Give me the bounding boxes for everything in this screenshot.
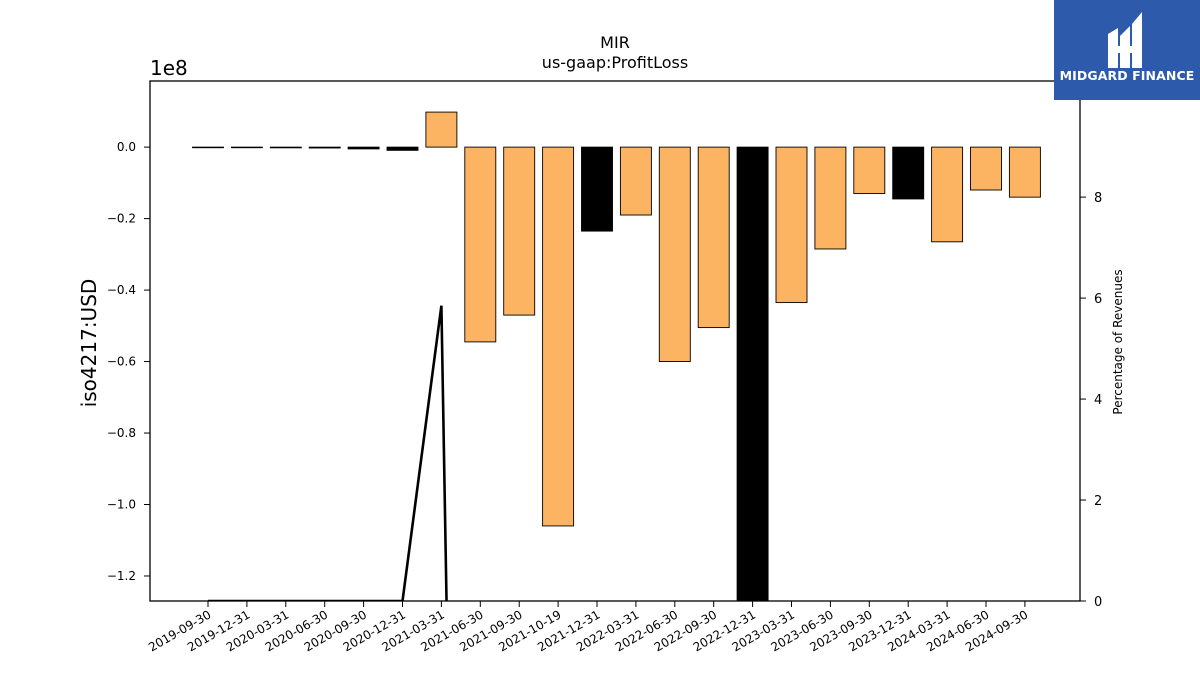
bar-2024-09-30 [1008, 146, 1041, 198]
bar-2022-06-30 [658, 146, 691, 362]
bar-2021-06-30 [464, 146, 497, 343]
y-tick-label: −1.2 [107, 569, 136, 583]
y2-tick-label: 8 [1094, 191, 1102, 206]
bar-group [192, 111, 1041, 602]
y2-ticks: 0 2 4 6 8 [1080, 191, 1102, 610]
percentage-line [208, 305, 448, 601]
bar-2023-06-30 [814, 146, 847, 250]
bar-2022-09-30 [697, 146, 730, 329]
chart-title: MIR [600, 33, 630, 52]
bar-2020-03-31 [269, 146, 302, 149]
y-tick-label: −1.0 [107, 498, 136, 512]
y-axis-label: iso4217:USD [77, 279, 101, 408]
bar-2021-12-31 [581, 146, 613, 232]
bar-2020-06-30 [308, 146, 341, 149]
logo-text: MIDGARD FINANCE [1059, 68, 1195, 83]
bar-2020-09-30 [347, 146, 380, 150]
plot-frame [149, 80, 1081, 602]
bar-2021-03-31 [425, 111, 458, 148]
y-tick-label: −0.8 [107, 426, 136, 440]
bar-2024-06-30 [970, 146, 1002, 191]
y-offset-label: 1e8 [150, 56, 188, 80]
y2-tick-label: 0 [1094, 595, 1102, 610]
y-ticks: 0.0 −0.2 −0.4 −0.6 −0.8 −1.0 −1.2 [107, 140, 150, 583]
y-tick-label: 0.0 [117, 140, 136, 154]
bar-2020-12-31 [386, 146, 419, 151]
bar-2024-03-31 [931, 146, 964, 243]
y2-axis-label: Percentage of Revenues [1111, 269, 1125, 414]
y2-tick-label: 2 [1094, 494, 1102, 509]
line-group [208, 305, 448, 601]
chart-subtitle: us-gaap:ProfitLoss [542, 53, 688, 72]
midgard-logo-icon [1108, 12, 1142, 68]
bar-2023-03-31 [775, 146, 808, 304]
bar-2021-09-30 [503, 146, 536, 316]
bar-2019-09-30 [192, 146, 224, 149]
bar-2023-12-31 [892, 146, 925, 200]
x-ticks: 2019-09-302019-12-312020-03-312020-06-30… [146, 601, 1030, 654]
y-tick-label: −0.4 [107, 283, 136, 297]
y-tick-label: −0.6 [107, 355, 136, 369]
bar-2022-12-31 [736, 146, 769, 602]
bar-2019-12-31 [230, 146, 263, 149]
midgard-logo: MIDGARD FINANCE [1054, 0, 1200, 100]
bar-2023-09-30 [853, 146, 886, 195]
bar-2022-03-31 [619, 146, 652, 216]
y-tick-label: −0.2 [107, 212, 136, 226]
y2-tick-label: 4 [1094, 393, 1102, 408]
y2-tick-label: 6 [1094, 292, 1102, 307]
bar-2021-10-19 [542, 146, 575, 527]
